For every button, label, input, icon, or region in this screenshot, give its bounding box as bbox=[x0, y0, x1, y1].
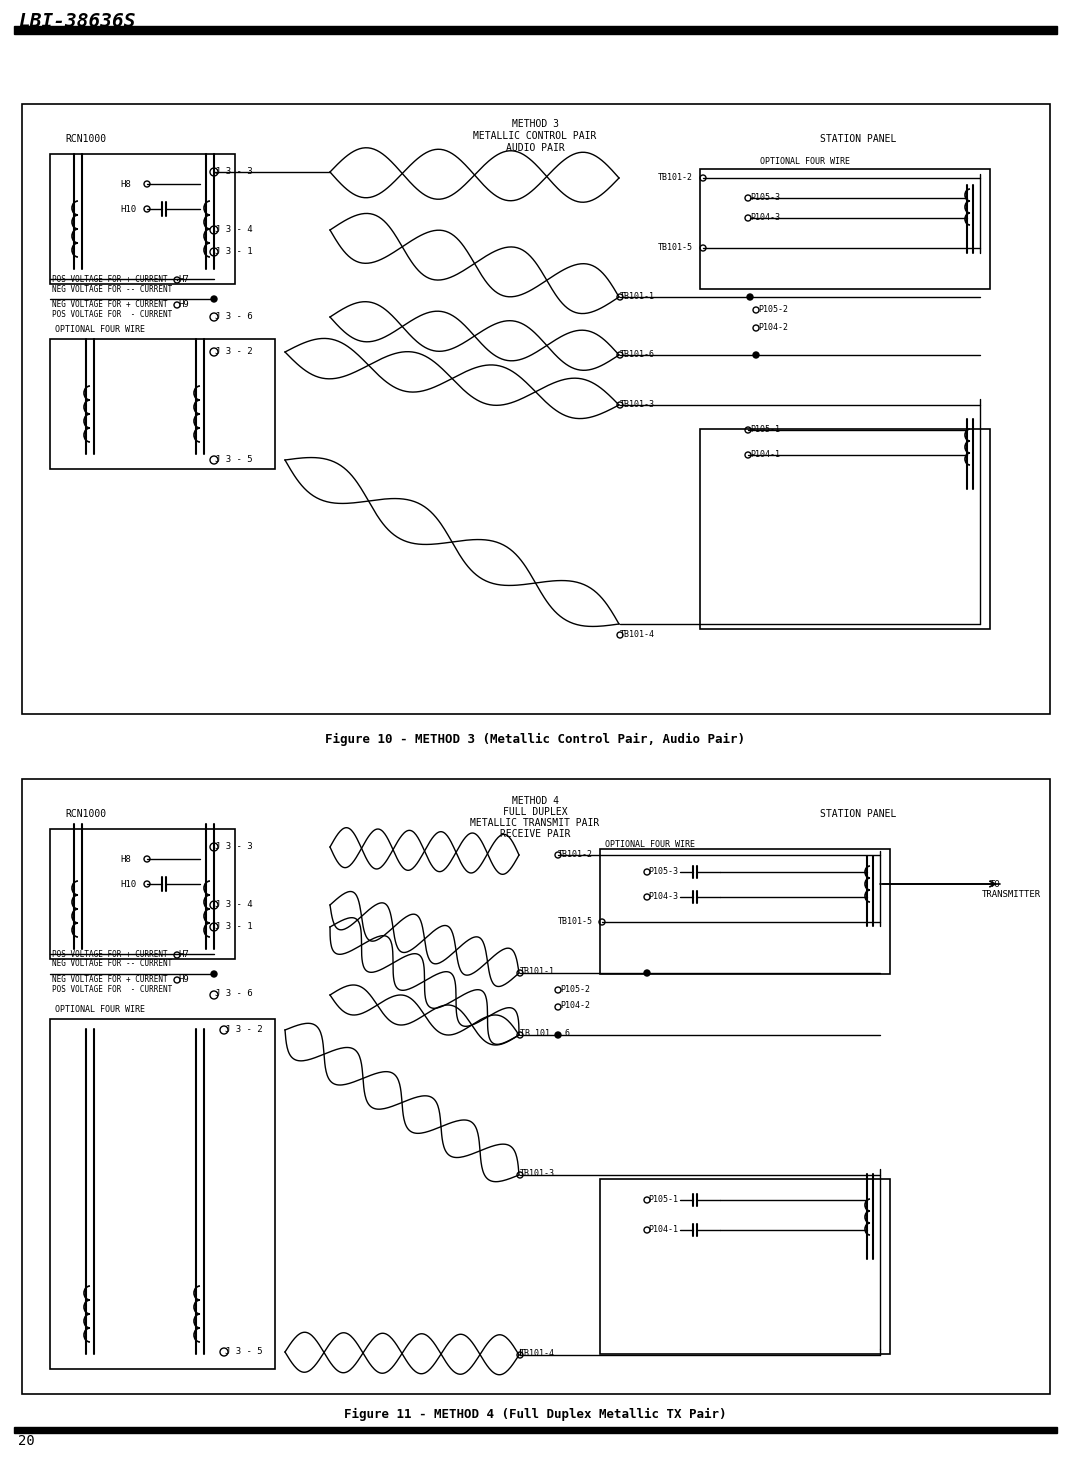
Text: METALLIC CONTROL PAIR: METALLIC CONTROL PAIR bbox=[473, 131, 597, 141]
Text: J 3 - 2: J 3 - 2 bbox=[225, 1024, 262, 1034]
Circle shape bbox=[555, 1033, 561, 1039]
Text: H8: H8 bbox=[120, 855, 131, 864]
Text: H9: H9 bbox=[178, 300, 188, 308]
Circle shape bbox=[746, 294, 753, 300]
Text: TB101-5: TB101-5 bbox=[558, 917, 593, 925]
Text: J 3 - 6: J 3 - 6 bbox=[215, 990, 253, 999]
Text: Figure 10 - METHOD 3 (Metallic Control Pair, Audio Pair): Figure 10 - METHOD 3 (Metallic Control P… bbox=[325, 733, 745, 746]
Text: TRANSMITTER: TRANSMITTER bbox=[982, 890, 1041, 899]
Text: J 3 - 2: J 3 - 2 bbox=[215, 347, 253, 355]
Text: J 3 - 1: J 3 - 1 bbox=[215, 921, 253, 930]
Text: P105-3: P105-3 bbox=[648, 867, 678, 876]
Text: J 3 - 4: J 3 - 4 bbox=[215, 899, 253, 908]
Text: NEG VOLTAGE FOR + CURRENT: NEG VOLTAGE FOR + CURRENT bbox=[52, 300, 168, 308]
Circle shape bbox=[753, 353, 759, 358]
Text: J 3 - 5: J 3 - 5 bbox=[225, 1347, 262, 1356]
Text: POS VOLTAGE FOR  - CURRENT: POS VOLTAGE FOR - CURRENT bbox=[52, 310, 172, 319]
Text: P105-2: P105-2 bbox=[560, 984, 590, 993]
Text: P105-2: P105-2 bbox=[758, 304, 788, 313]
Text: P105-1: P105-1 bbox=[648, 1194, 678, 1203]
Text: OPTIONAL FOUR WIRE: OPTIONAL FOUR WIRE bbox=[760, 157, 850, 166]
Text: P104-1: P104-1 bbox=[648, 1225, 678, 1234]
Circle shape bbox=[644, 970, 650, 975]
Text: TB101-2: TB101-2 bbox=[558, 849, 593, 858]
Text: P104-3: P104-3 bbox=[750, 213, 780, 222]
Bar bbox=[22, 104, 1050, 714]
Bar bbox=[22, 779, 1050, 1394]
Text: POS VOLTAGE FOR + CURRENT: POS VOLTAGE FOR + CURRENT bbox=[52, 949, 168, 958]
Text: P105-3: P105-3 bbox=[750, 192, 780, 201]
Text: H10: H10 bbox=[120, 204, 136, 213]
Text: H8: H8 bbox=[120, 179, 131, 188]
Text: Figure 11 - METHOD 4 (Full Duplex Metallic TX Pair): Figure 11 - METHOD 4 (Full Duplex Metall… bbox=[344, 1407, 726, 1421]
Text: AUDIO PAIR: AUDIO PAIR bbox=[506, 142, 564, 153]
Circle shape bbox=[211, 295, 217, 303]
Text: J 3 - 1: J 3 - 1 bbox=[215, 247, 253, 256]
Text: NEG VOLTAGE FOR -- CURRENT: NEG VOLTAGE FOR -- CURRENT bbox=[52, 285, 172, 294]
Bar bbox=[600, 1180, 890, 1354]
Text: STATION PANEL: STATION PANEL bbox=[820, 809, 896, 820]
Text: J 3 - 4: J 3 - 4 bbox=[215, 225, 253, 234]
Text: RECEIVE PAIR: RECEIVE PAIR bbox=[500, 829, 570, 839]
Text: METHOD 3: METHOD 3 bbox=[512, 119, 558, 129]
Text: STATION PANEL: STATION PANEL bbox=[820, 134, 896, 144]
Text: H7: H7 bbox=[178, 949, 188, 958]
Text: P104-3: P104-3 bbox=[648, 892, 678, 900]
Text: OPTIONAL FOUR WIRE: OPTIONAL FOUR WIRE bbox=[55, 325, 145, 333]
Bar bbox=[50, 339, 275, 469]
Text: TB 101 - 6: TB 101 - 6 bbox=[521, 1030, 570, 1039]
Text: TB101-6: TB101-6 bbox=[620, 350, 655, 358]
Text: J 3 - 6: J 3 - 6 bbox=[215, 311, 253, 320]
Bar bbox=[14, 1426, 1057, 1432]
Text: METHOD 4: METHOD 4 bbox=[512, 796, 558, 806]
Text: TB101-2: TB101-2 bbox=[658, 172, 693, 182]
Text: TB101-3: TB101-3 bbox=[620, 400, 655, 408]
Text: P105-1: P105-1 bbox=[750, 425, 780, 433]
Text: J 3 - 5: J 3 - 5 bbox=[215, 454, 253, 464]
Text: P104-2: P104-2 bbox=[560, 1002, 590, 1011]
Text: NEG VOLTAGE FOR + CURRENT: NEG VOLTAGE FOR + CURRENT bbox=[52, 974, 168, 984]
Text: TB101-1: TB101-1 bbox=[620, 291, 655, 301]
Text: OPTIONAL FOUR WIRE: OPTIONAL FOUR WIRE bbox=[605, 839, 695, 849]
Text: H9: H9 bbox=[178, 974, 188, 984]
Text: NEG VOLTAGE FOR -- CURRENT: NEG VOLTAGE FOR -- CURRENT bbox=[52, 959, 172, 968]
Text: J 3 - 3: J 3 - 3 bbox=[215, 842, 253, 851]
Text: POS VOLTAGE FOR  - CURRENT: POS VOLTAGE FOR - CURRENT bbox=[52, 984, 172, 993]
Bar bbox=[700, 169, 990, 289]
Bar bbox=[50, 1019, 275, 1369]
Text: LBI-38636S: LBI-38636S bbox=[18, 12, 136, 31]
Text: TB101-3: TB101-3 bbox=[521, 1169, 555, 1178]
Text: TO: TO bbox=[990, 880, 1000, 889]
Bar bbox=[700, 429, 990, 629]
Text: 20: 20 bbox=[18, 1434, 34, 1448]
Text: METALLIC TRANSMIT PAIR: METALLIC TRANSMIT PAIR bbox=[470, 818, 600, 829]
Text: P104-1: P104-1 bbox=[750, 450, 780, 458]
Text: OPTIONAL FOUR WIRE: OPTIONAL FOUR WIRE bbox=[55, 1005, 145, 1014]
Text: H7: H7 bbox=[178, 275, 188, 284]
Text: RCN1000: RCN1000 bbox=[65, 134, 106, 144]
Bar bbox=[600, 849, 890, 974]
Text: TB101-1: TB101-1 bbox=[521, 968, 555, 977]
Text: TB101-4: TB101-4 bbox=[620, 630, 655, 639]
Text: H10: H10 bbox=[120, 880, 136, 889]
Text: TB101-4: TB101-4 bbox=[521, 1350, 555, 1359]
Text: P104-2: P104-2 bbox=[758, 323, 788, 332]
Text: TB101-5: TB101-5 bbox=[658, 242, 693, 251]
Text: RCN1000: RCN1000 bbox=[65, 809, 106, 820]
Bar bbox=[14, 26, 1057, 34]
Text: FULL DUPLEX: FULL DUPLEX bbox=[502, 806, 568, 817]
Bar bbox=[50, 154, 235, 284]
Bar bbox=[50, 829, 235, 959]
Text: J 3 - 3: J 3 - 3 bbox=[215, 166, 253, 175]
Text: POS VOLTAGE FOR + CURRENT: POS VOLTAGE FOR + CURRENT bbox=[52, 275, 168, 284]
Circle shape bbox=[211, 971, 217, 977]
